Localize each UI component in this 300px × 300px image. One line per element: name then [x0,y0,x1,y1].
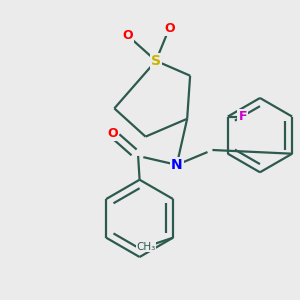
Text: S: S [151,54,161,68]
Text: N: N [171,158,183,172]
Text: CH₃: CH₃ [137,242,156,252]
Text: F: F [238,110,247,123]
Text: O: O [107,127,118,140]
Text: O: O [164,22,175,34]
Text: O: O [122,29,133,42]
